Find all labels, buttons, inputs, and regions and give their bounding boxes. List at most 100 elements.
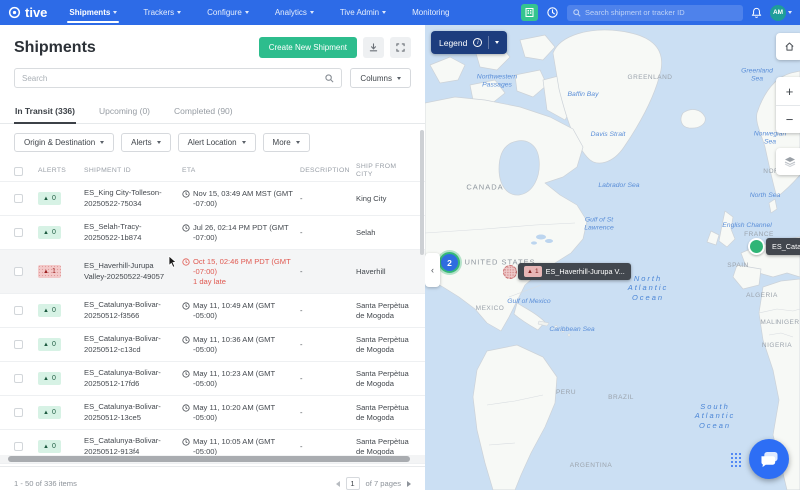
nav-item-analytics[interactable]: Analytics (275, 0, 314, 25)
horizontal-scrollbar-track[interactable] (0, 455, 425, 463)
row-checkbox[interactable] (14, 374, 23, 383)
description: - (300, 408, 303, 417)
table-row[interactable]: ▲ 1 ES_Haverhill-Jurupa Valley-20250522-4… (0, 249, 425, 293)
col-header-shipment-id[interactable]: SHIPMENT ID (84, 167, 131, 175)
row-checkbox[interactable] (14, 442, 23, 451)
col-header-description[interactable]: DESCRIPTION (300, 167, 350, 175)
download-button[interactable] (363, 37, 384, 58)
row-checkbox[interactable] (14, 267, 23, 276)
panel-header: Shipments Create New Shipment (0, 25, 425, 66)
clock-icon (182, 336, 190, 344)
clock-icon (182, 404, 190, 412)
tab-completed[interactable]: Completed (90) (174, 106, 233, 116)
col-header-ship-from[interactable]: SHIP FROM CITY (356, 163, 397, 178)
tab-in-transit[interactable]: In Transit (336) (14, 100, 76, 124)
chevron-down-icon (100, 141, 105, 144)
tive-logo[interactable]: tive (8, 5, 47, 20)
warning-triangle-icon: ▲ (43, 268, 49, 275)
map-tooltip-catalunya[interactable]: ES_Cataluny (766, 238, 800, 255)
tooltip-alert-count: 1 (534, 268, 539, 275)
nav-item-shipments[interactable]: Shipments (67, 0, 120, 25)
warning-triangle-icon: ▲ (43, 375, 49, 382)
zoom-in-button[interactable]: + (785, 83, 794, 99)
table-row[interactable]: ▲ 0 ES_Catalunya-Bolivar-20250512-13ce5 M… (0, 395, 425, 429)
row-checkbox[interactable] (14, 408, 23, 417)
ship-from-city: Selah (356, 227, 376, 237)
layers-icon (784, 157, 795, 167)
user-menu[interactable]: AM (770, 4, 792, 21)
shipment-id: ES_Catalunya-Bolivar-20250512-c13cd (84, 334, 161, 354)
description: - (300, 228, 303, 237)
col-header-eta[interactable]: ETA (182, 167, 196, 175)
row-checkbox[interactable] (14, 306, 23, 315)
shipments-table: ALERTS SHIPMENT ID ETA DESCRIPTION SHIP … (0, 161, 425, 468)
eta-value: May 11, 10:20 AM (GMT -05:00) (193, 402, 276, 422)
description: - (300, 340, 303, 349)
create-new-shipment-button[interactable]: Create New Shipment (258, 37, 357, 58)
map-marker-alert[interactable] (503, 265, 517, 279)
nav-item-trackers[interactable]: Trackers (143, 0, 182, 25)
map-cluster-marker[interactable]: 2 (439, 252, 460, 273)
current-page[interactable]: 1 (345, 477, 360, 490)
history-icon[interactable] (546, 6, 559, 19)
table-row[interactable]: ▲ 0 ES_Catalunya-Bolivar-20250512-17fd6 M… (0, 361, 425, 395)
filter-alerts[interactable]: Alerts (121, 133, 171, 152)
search-icon (573, 8, 581, 17)
shipment-id: ES_King City-Tolleson-20250522-75034 (84, 188, 162, 208)
warning-triangle-icon: ▲ (527, 268, 533, 275)
alert-badge: ▲ 0 (38, 406, 61, 419)
horizontal-scrollbar-thumb[interactable] (8, 456, 410, 462)
warning-triangle-icon: ▲ (43, 341, 49, 348)
col-header-alerts[interactable]: ALERTS (38, 167, 67, 175)
alert-badge: ▲ 0 (38, 440, 61, 453)
tive-logo-icon (8, 6, 21, 19)
table-row[interactable]: ▲ 0 ES_King City-Tolleson-20250522-75034 … (0, 181, 425, 215)
vertical-scrollbar[interactable] (420, 130, 424, 255)
filter-label: Origin & Destination (24, 138, 96, 147)
table-row[interactable]: ▲ 0 ES_Catalunya-Bolivar-20250512-913f4 M… (0, 429, 425, 463)
global-search-input[interactable] (585, 8, 737, 17)
nav-item-monitoring[interactable]: Monitoring (412, 0, 449, 25)
org-switcher-button[interactable] (521, 4, 538, 21)
divider (488, 36, 490, 49)
nav-item-configure[interactable]: Configure (207, 0, 249, 25)
expand-button[interactable] (390, 37, 411, 58)
eta-value: May 11, 10:36 AM (GMT -05:00) (193, 334, 276, 354)
clock-icon (182, 258, 190, 266)
table-row[interactable]: ▲ 0 ES_Catalunya-Bolivar-20250512-f3566 M… (0, 293, 425, 327)
row-checkbox[interactable] (14, 340, 23, 349)
nav-label: Trackers (143, 8, 175, 17)
select-all-checkbox[interactable] (14, 166, 23, 176)
map-panel[interactable]: Northwestern Passages GREENLAND Greenland … (425, 25, 800, 490)
pager: 1 of 7 pages (335, 477, 411, 490)
filter-alert-location[interactable]: Alert Location (177, 133, 256, 152)
row-checkbox[interactable] (14, 228, 23, 237)
nav-item-tive-admin[interactable]: Tive Admin (339, 0, 387, 25)
row-checkbox[interactable] (14, 194, 23, 203)
zoom-out-button[interactable]: − (776, 105, 800, 133)
bell-icon[interactable] (751, 7, 762, 19)
filter-label: More (272, 138, 291, 147)
table-header-row: ALERTS SHIPMENT ID ETA DESCRIPTION SHIP … (0, 161, 425, 181)
chat-launcher-button[interactable] (749, 439, 789, 479)
filter-more[interactable]: More (262, 133, 310, 152)
map-tooltip-haverhill[interactable]: ▲ 1 ES_Haverhill-Jurupa V... (518, 263, 631, 280)
tab-upcoming[interactable]: Upcoming (0) (99, 106, 151, 116)
table-row[interactable]: ▲0 ES_Catalunya-Bolivar- Santa Perpètua … (0, 463, 425, 468)
table-row[interactable]: ▲ 0 ES_Selah-Tracy-20250522-1b874 Jul 26,… (0, 215, 425, 249)
nav-label: Tive Admin (339, 8, 380, 17)
map-layers-button[interactable] (776, 148, 800, 175)
filter-origin-destination[interactable]: Origin & Destination (14, 133, 115, 152)
chevron-down-icon (241, 141, 246, 144)
chevron-down-icon (309, 11, 314, 14)
columns-button[interactable]: Columns (350, 68, 411, 88)
legend-button[interactable]: Legend i (431, 31, 508, 54)
list-search-input[interactable] (22, 73, 326, 83)
collapse-panel-button[interactable]: ‹ (425, 253, 440, 287)
map-home-button[interactable] (776, 33, 800, 60)
map-marker-ok[interactable] (748, 238, 765, 255)
prev-page-button[interactable] (335, 480, 340, 487)
table-row[interactable]: ▲ 0 ES_Catalunya-Bolivar-20250512-c13cd M… (0, 327, 425, 361)
next-page-button[interactable] (407, 480, 411, 487)
ship-from-city: Santa Perpètua de Mogoda (356, 300, 409, 320)
